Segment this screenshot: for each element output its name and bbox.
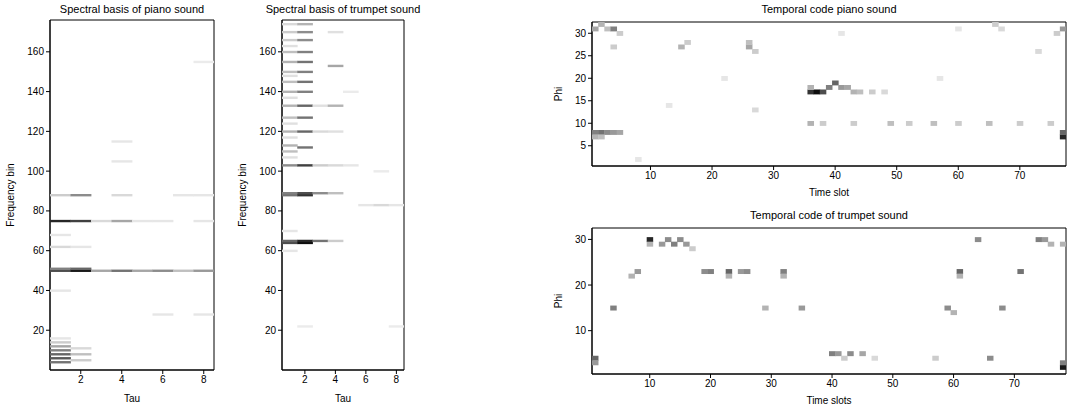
svg-text:50: 50 bbox=[891, 170, 903, 181]
svg-text:60: 60 bbox=[265, 245, 277, 256]
html-text:Temporal code piano sound: Temporal code piano sound bbox=[761, 3, 897, 15]
svg-text:10: 10 bbox=[575, 325, 587, 336]
svg-text:20: 20 bbox=[575, 280, 587, 291]
html-text:Spectral basis of trumpet soun: Spectral basis of trumpet sound bbox=[265, 3, 421, 15]
html-text:Temporal code of trumpet sound: Temporal code of trumpet sound bbox=[750, 209, 908, 221]
svg-text:100: 100 bbox=[259, 166, 276, 177]
svg-text:15: 15 bbox=[575, 95, 587, 106]
svg-text:Phi: Phi bbox=[553, 87, 564, 101]
svg-text:120: 120 bbox=[259, 126, 276, 137]
svg-text:Time slots: Time slots bbox=[806, 395, 851, 406]
svg-text:40: 40 bbox=[265, 285, 277, 296]
svg-text:120: 120 bbox=[27, 126, 44, 137]
svg-text:10: 10 bbox=[645, 170, 657, 181]
svg-text:80: 80 bbox=[33, 205, 45, 216]
svg-text:20: 20 bbox=[705, 378, 717, 389]
svg-text:2: 2 bbox=[78, 374, 84, 385]
svg-text:20: 20 bbox=[706, 170, 718, 181]
svg-text:140: 140 bbox=[27, 86, 44, 97]
svg-text:8: 8 bbox=[201, 374, 207, 385]
svg-text:30: 30 bbox=[766, 378, 778, 389]
svg-text:2: 2 bbox=[302, 374, 308, 385]
svg-text:30: 30 bbox=[768, 170, 780, 181]
svg-text:4: 4 bbox=[119, 374, 125, 385]
svg-text:160: 160 bbox=[259, 46, 276, 57]
svg-text:60: 60 bbox=[948, 378, 960, 389]
svg-text:140: 140 bbox=[259, 86, 276, 97]
svg-text:Tau: Tau bbox=[124, 393, 140, 404]
svg-text:4: 4 bbox=[333, 374, 339, 385]
svg-text:20: 20 bbox=[33, 325, 45, 336]
svg-text:20: 20 bbox=[575, 73, 587, 84]
svg-text:6: 6 bbox=[363, 374, 369, 385]
svg-text:Time slot: Time slot bbox=[809, 187, 849, 198]
svg-text:5: 5 bbox=[580, 140, 586, 151]
html-text:Spectral basis of piano sound: Spectral basis of piano sound bbox=[59, 3, 205, 15]
svg-text:160: 160 bbox=[27, 46, 44, 57]
svg-text:40: 40 bbox=[33, 285, 45, 296]
svg-text:60: 60 bbox=[33, 245, 45, 256]
svg-text:40: 40 bbox=[830, 170, 842, 181]
svg-text:60: 60 bbox=[953, 170, 965, 181]
svg-text:10: 10 bbox=[644, 378, 656, 389]
svg-text:30: 30 bbox=[575, 28, 587, 39]
svg-text:Phi: Phi bbox=[553, 294, 564, 308]
svg-text:20: 20 bbox=[265, 325, 277, 336]
svg-text:6: 6 bbox=[160, 374, 166, 385]
svg-text:10: 10 bbox=[575, 118, 587, 129]
svg-text:80: 80 bbox=[265, 205, 277, 216]
svg-text:8: 8 bbox=[394, 374, 400, 385]
svg-text:100: 100 bbox=[27, 166, 44, 177]
svg-text:Frequency bin: Frequency bin bbox=[5, 163, 16, 226]
svg-text:Tau: Tau bbox=[335, 393, 351, 404]
svg-text:70: 70 bbox=[1014, 170, 1026, 181]
svg-text:30: 30 bbox=[575, 234, 587, 245]
svg-text:25: 25 bbox=[575, 50, 587, 61]
svg-text:40: 40 bbox=[826, 378, 838, 389]
svg-text:Frequency bin: Frequency bin bbox=[237, 163, 248, 226]
svg-text:70: 70 bbox=[1009, 378, 1021, 389]
svg-text:50: 50 bbox=[887, 378, 899, 389]
